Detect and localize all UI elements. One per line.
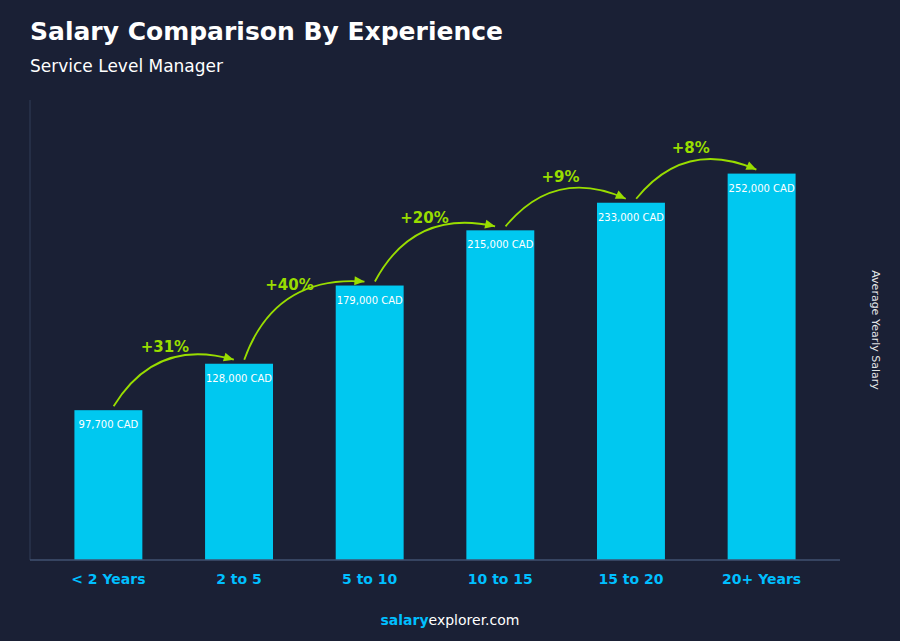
data-label: 215,000 CAD — [467, 239, 533, 250]
annotation: +9% — [541, 168, 579, 186]
chart-container: Salary Comparison By Experience Service L… — [0, 0, 900, 641]
footer-part: explorer.com — [429, 612, 520, 628]
data-label: 179,000 CAD — [337, 295, 403, 306]
title: Salary Comparison By Experience — [30, 17, 503, 46]
bar — [74, 410, 142, 560]
arrow-arc — [375, 223, 495, 282]
annotation: +31% — [141, 338, 189, 356]
data-label: 252,000 CAD — [729, 183, 795, 194]
annotation: +40% — [265, 276, 313, 294]
arrow-arc — [636, 159, 756, 199]
arrow-head — [354, 276, 364, 285]
arrow-head — [615, 191, 626, 199]
footer: salaryexplorer.com — [381, 612, 520, 628]
chart-svg: Salary Comparison By Experience Service L… — [0, 0, 900, 641]
data-label: 97,700 CAD — [79, 419, 139, 430]
x-tick-label: 20+ Years — [722, 571, 801, 587]
x-tick-label: < 2 Years — [71, 571, 145, 587]
bar — [466, 230, 534, 560]
arrow-arc — [114, 354, 234, 406]
arrow-head — [223, 353, 234, 362]
bar — [597, 203, 665, 560]
y-axis-label: Average Yearly Salary — [869, 270, 882, 390]
subtitle: Service Level Manager — [30, 56, 223, 76]
x-axis-line — [30, 559, 840, 561]
bar — [205, 364, 273, 560]
arrow-head — [745, 161, 756, 169]
bar — [728, 174, 796, 560]
arrow-head — [484, 220, 495, 229]
x-tick-label: 15 to 20 — [598, 571, 663, 587]
y-axis-line — [30, 100, 31, 560]
arrow-arc — [506, 188, 626, 227]
background — [0, 0, 900, 641]
x-tick-label: 2 to 5 — [216, 571, 262, 587]
annotation: +20% — [400, 209, 448, 227]
x-tick-label: 10 to 15 — [468, 571, 533, 587]
data-label: 128,000 CAD — [206, 373, 272, 384]
annotation: +8% — [672, 139, 710, 157]
bars — [74, 174, 795, 560]
footer-part: salary — [381, 612, 429, 628]
data-label: 233,000 CAD — [598, 212, 664, 223]
bar — [336, 286, 404, 560]
x-tick-label: 5 to 10 — [342, 571, 398, 587]
